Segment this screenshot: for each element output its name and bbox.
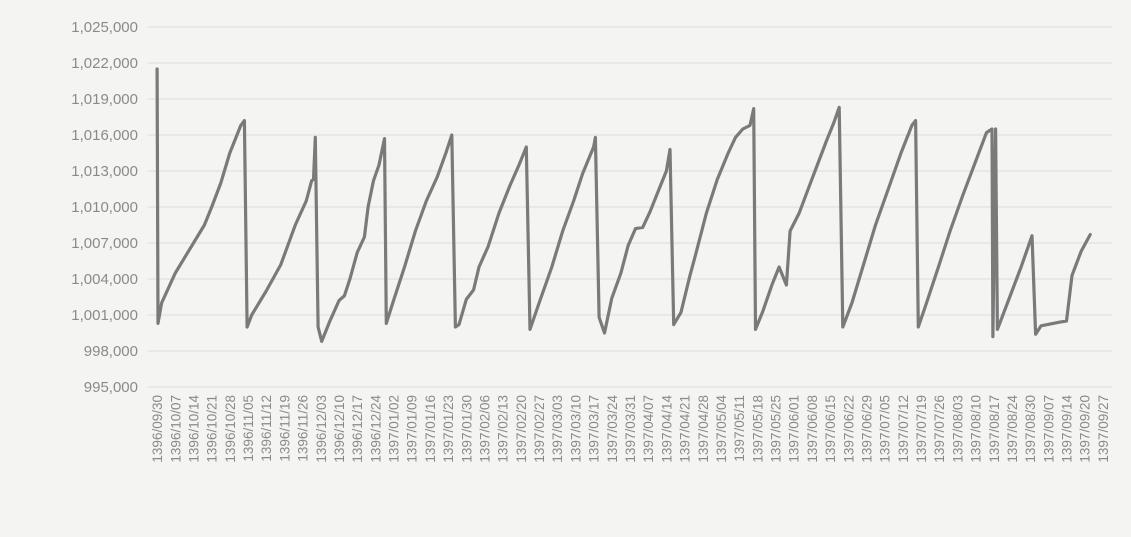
x-tick-label: 1397/03/17 [587, 395, 602, 463]
x-tick-label: 1397/05/04 [714, 395, 729, 463]
x-tick-label: 1397/01/09 [405, 395, 420, 463]
series-layer [155, 67, 1092, 343]
x-tick-label: 1397/09/14 [1060, 395, 1075, 463]
x-tick-label: 1397/06/08 [805, 395, 820, 463]
x-tick-label: 1397/07/19 [914, 395, 929, 463]
y-tick-label: 1,016,000 [71, 127, 138, 144]
y-axis-tick-labels: 1,025,000 1,022,000 1,019,000 1,016,000 1,01… [71, 19, 138, 396]
y-tick-label: 1,004,000 [71, 271, 138, 288]
x-tick-label: 1397/09/20 [1078, 395, 1093, 463]
x-tick-label: 1397/01/16 [423, 395, 438, 463]
x-tick-label: 1396/12/17 [350, 395, 365, 463]
x-tick-label: 1396/12/10 [332, 395, 347, 463]
x-tick-label: 1397/03/31 [623, 395, 638, 463]
x-tick-label: 1396/11/05 [241, 395, 256, 462]
x-tick-label: 1396/11/19 [277, 395, 292, 462]
x-tick-label: 1397/08/10 [969, 395, 984, 463]
x-tick-label: 1396/10/14 [186, 395, 201, 463]
y-tick-label: 998,000 [84, 343, 138, 360]
x-tick-label: 1397/04/28 [696, 395, 711, 463]
x-tick-label: 1397/04/07 [641, 395, 656, 463]
y-tick-label: 1,010,000 [71, 199, 138, 216]
x-tick-label: 1397/08/30 [1023, 395, 1038, 463]
gridlines [148, 26, 1112, 388]
x-tick-label: 1396/09/30 [150, 395, 165, 463]
x-tick-label: 1397/05/18 [750, 395, 765, 463]
y-tick-label: 1,025,000 [71, 19, 138, 36]
x-tick-label: 1397/05/11 [732, 395, 747, 462]
x-tick-label: 1396/12/24 [368, 395, 383, 463]
x-tick-label: 1397/05/25 [769, 395, 784, 463]
x-axis-tick-labels: 1396/09/30 1396/10/07 1396/10/14 1396/10/21… [150, 395, 1111, 463]
x-tick-label: 1397/03/10 [568, 395, 583, 463]
x-tick-label: 1397/08/24 [1005, 395, 1020, 463]
x-tick-label: 1397/07/05 [878, 395, 893, 463]
y-tick-label: 995,000 [84, 379, 138, 396]
x-tick-label: 1396/10/07 [168, 395, 183, 463]
y-tick-label: 1,007,000 [71, 235, 138, 252]
x-tick-label: 1397/01/02 [387, 395, 402, 463]
x-tick-label: 1396/12/03 [314, 395, 329, 463]
series-line [155, 67, 1092, 343]
x-tick-label: 1397/07/12 [896, 395, 911, 463]
x-tick-label: 1397/06/01 [787, 395, 802, 463]
y-tick-label: 1,019,000 [71, 91, 138, 108]
x-tick-label: 1397/09/07 [1041, 395, 1056, 463]
x-tick-label: 1397/01/23 [441, 395, 456, 463]
x-tick-label: 1397/08/17 [987, 395, 1002, 463]
x-tick-label: 1397/07/26 [932, 395, 947, 463]
x-tick-label: 1397/04/21 [678, 395, 693, 463]
y-tick-label: 1,001,000 [71, 307, 138, 324]
y-tick-label: 1,022,000 [71, 55, 138, 72]
x-tick-label: 1396/11/12 [259, 395, 274, 462]
x-tick-label: 1397/06/15 [823, 395, 838, 463]
x-tick-label: 1397/06/29 [859, 395, 874, 463]
x-tick-label: 1396/10/21 [205, 395, 220, 463]
y-tick-label: 1,013,000 [71, 163, 138, 180]
x-tick-label: 1396/10/28 [223, 395, 238, 463]
x-tick-label: 1397/01/30 [459, 395, 474, 463]
x-tick-label: 1397/03/03 [550, 395, 565, 463]
x-tick-label: 1397/02/06 [477, 395, 492, 463]
x-tick-label: 1397/06/22 [841, 395, 856, 463]
x-tick-label: 1397/02/20 [514, 395, 529, 463]
x-tick-label: 1397/09/27 [1096, 395, 1111, 463]
x-tick-label: 1397/02/13 [496, 395, 511, 463]
x-tick-label: 1396/11/26 [296, 395, 311, 462]
x-tick-label: 1397/08/03 [950, 395, 965, 463]
x-tick-label: 1397/02/27 [532, 395, 547, 463]
x-tick-label: 1397/03/24 [605, 395, 620, 463]
x-tick-label: 1397/04/14 [659, 395, 674, 463]
